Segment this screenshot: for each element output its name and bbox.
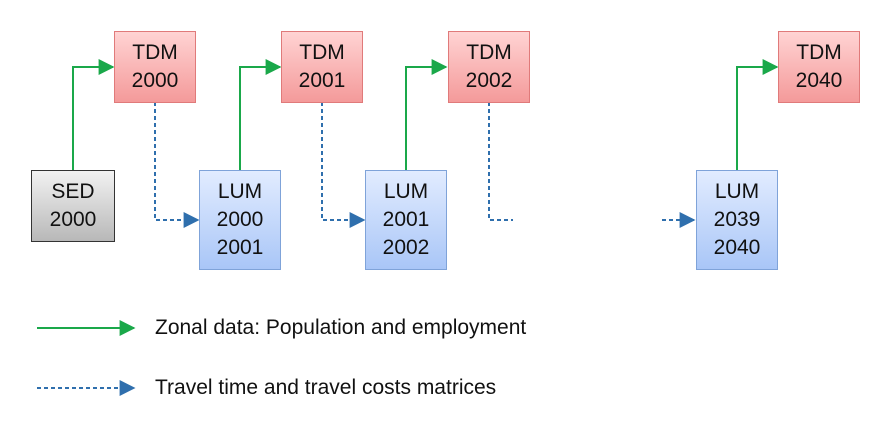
box-year-start: 2001: [382, 208, 430, 231]
tdm-2002-box: TDM 2002: [448, 31, 530, 103]
travel-arrow-tdm2000-to-lum2000: [154, 102, 200, 228]
box-label: LUM: [217, 180, 263, 203]
lum-2039-2040-box: LUM 2039 2040: [696, 170, 778, 270]
zonal-arrow-lum2039-to-tdm2040: [736, 59, 779, 170]
box-label: TDM: [466, 41, 512, 64]
box-year: 2002: [465, 69, 513, 92]
tdm-2000-box: TDM 2000: [114, 31, 196, 103]
legend-solid-label: Zonal data: Population and employment: [155, 316, 527, 339]
box-label: TDM: [299, 41, 345, 64]
tdm-2001-box: TDM 2001: [281, 31, 363, 103]
travel-arrow-tdm2002-continuation: [488, 102, 513, 221]
box-year: 2001: [298, 69, 346, 92]
tdm-2040-box: TDM 2040: [778, 31, 860, 103]
zonal-arrow-lum2001-to-tdm2002: [405, 59, 448, 170]
box-year-end: 2002: [382, 236, 430, 259]
box-year: 2000: [49, 208, 97, 231]
box-year-end: 2040: [713, 236, 761, 259]
travel-arrow-tdm2001-to-lum2001: [321, 102, 366, 228]
zonal-arrow-sed-to-tdm2000: [72, 59, 115, 170]
box-label: SED: [51, 180, 95, 203]
sed-2000-box: SED 2000: [31, 170, 115, 242]
lum-2001-2002-box: LUM 2001 2002: [365, 170, 447, 270]
zonal-arrow-lum2000-to-tdm2001: [239, 59, 282, 170]
box-label: LUM: [714, 180, 760, 203]
box-label: LUM: [383, 180, 429, 203]
box-year: 2040: [795, 69, 843, 92]
box-year-start: 2000: [216, 208, 264, 231]
legend-dashed-label: Travel time and travel costs matrices: [155, 376, 497, 399]
box-year: 2000: [131, 69, 179, 92]
box-year-start: 2039: [713, 208, 761, 231]
box-label: TDM: [796, 41, 842, 64]
box-label: TDM: [132, 41, 178, 64]
box-year-end: 2001: [216, 236, 264, 259]
lum-2000-2001-box: LUM 2000 2001: [199, 170, 281, 270]
